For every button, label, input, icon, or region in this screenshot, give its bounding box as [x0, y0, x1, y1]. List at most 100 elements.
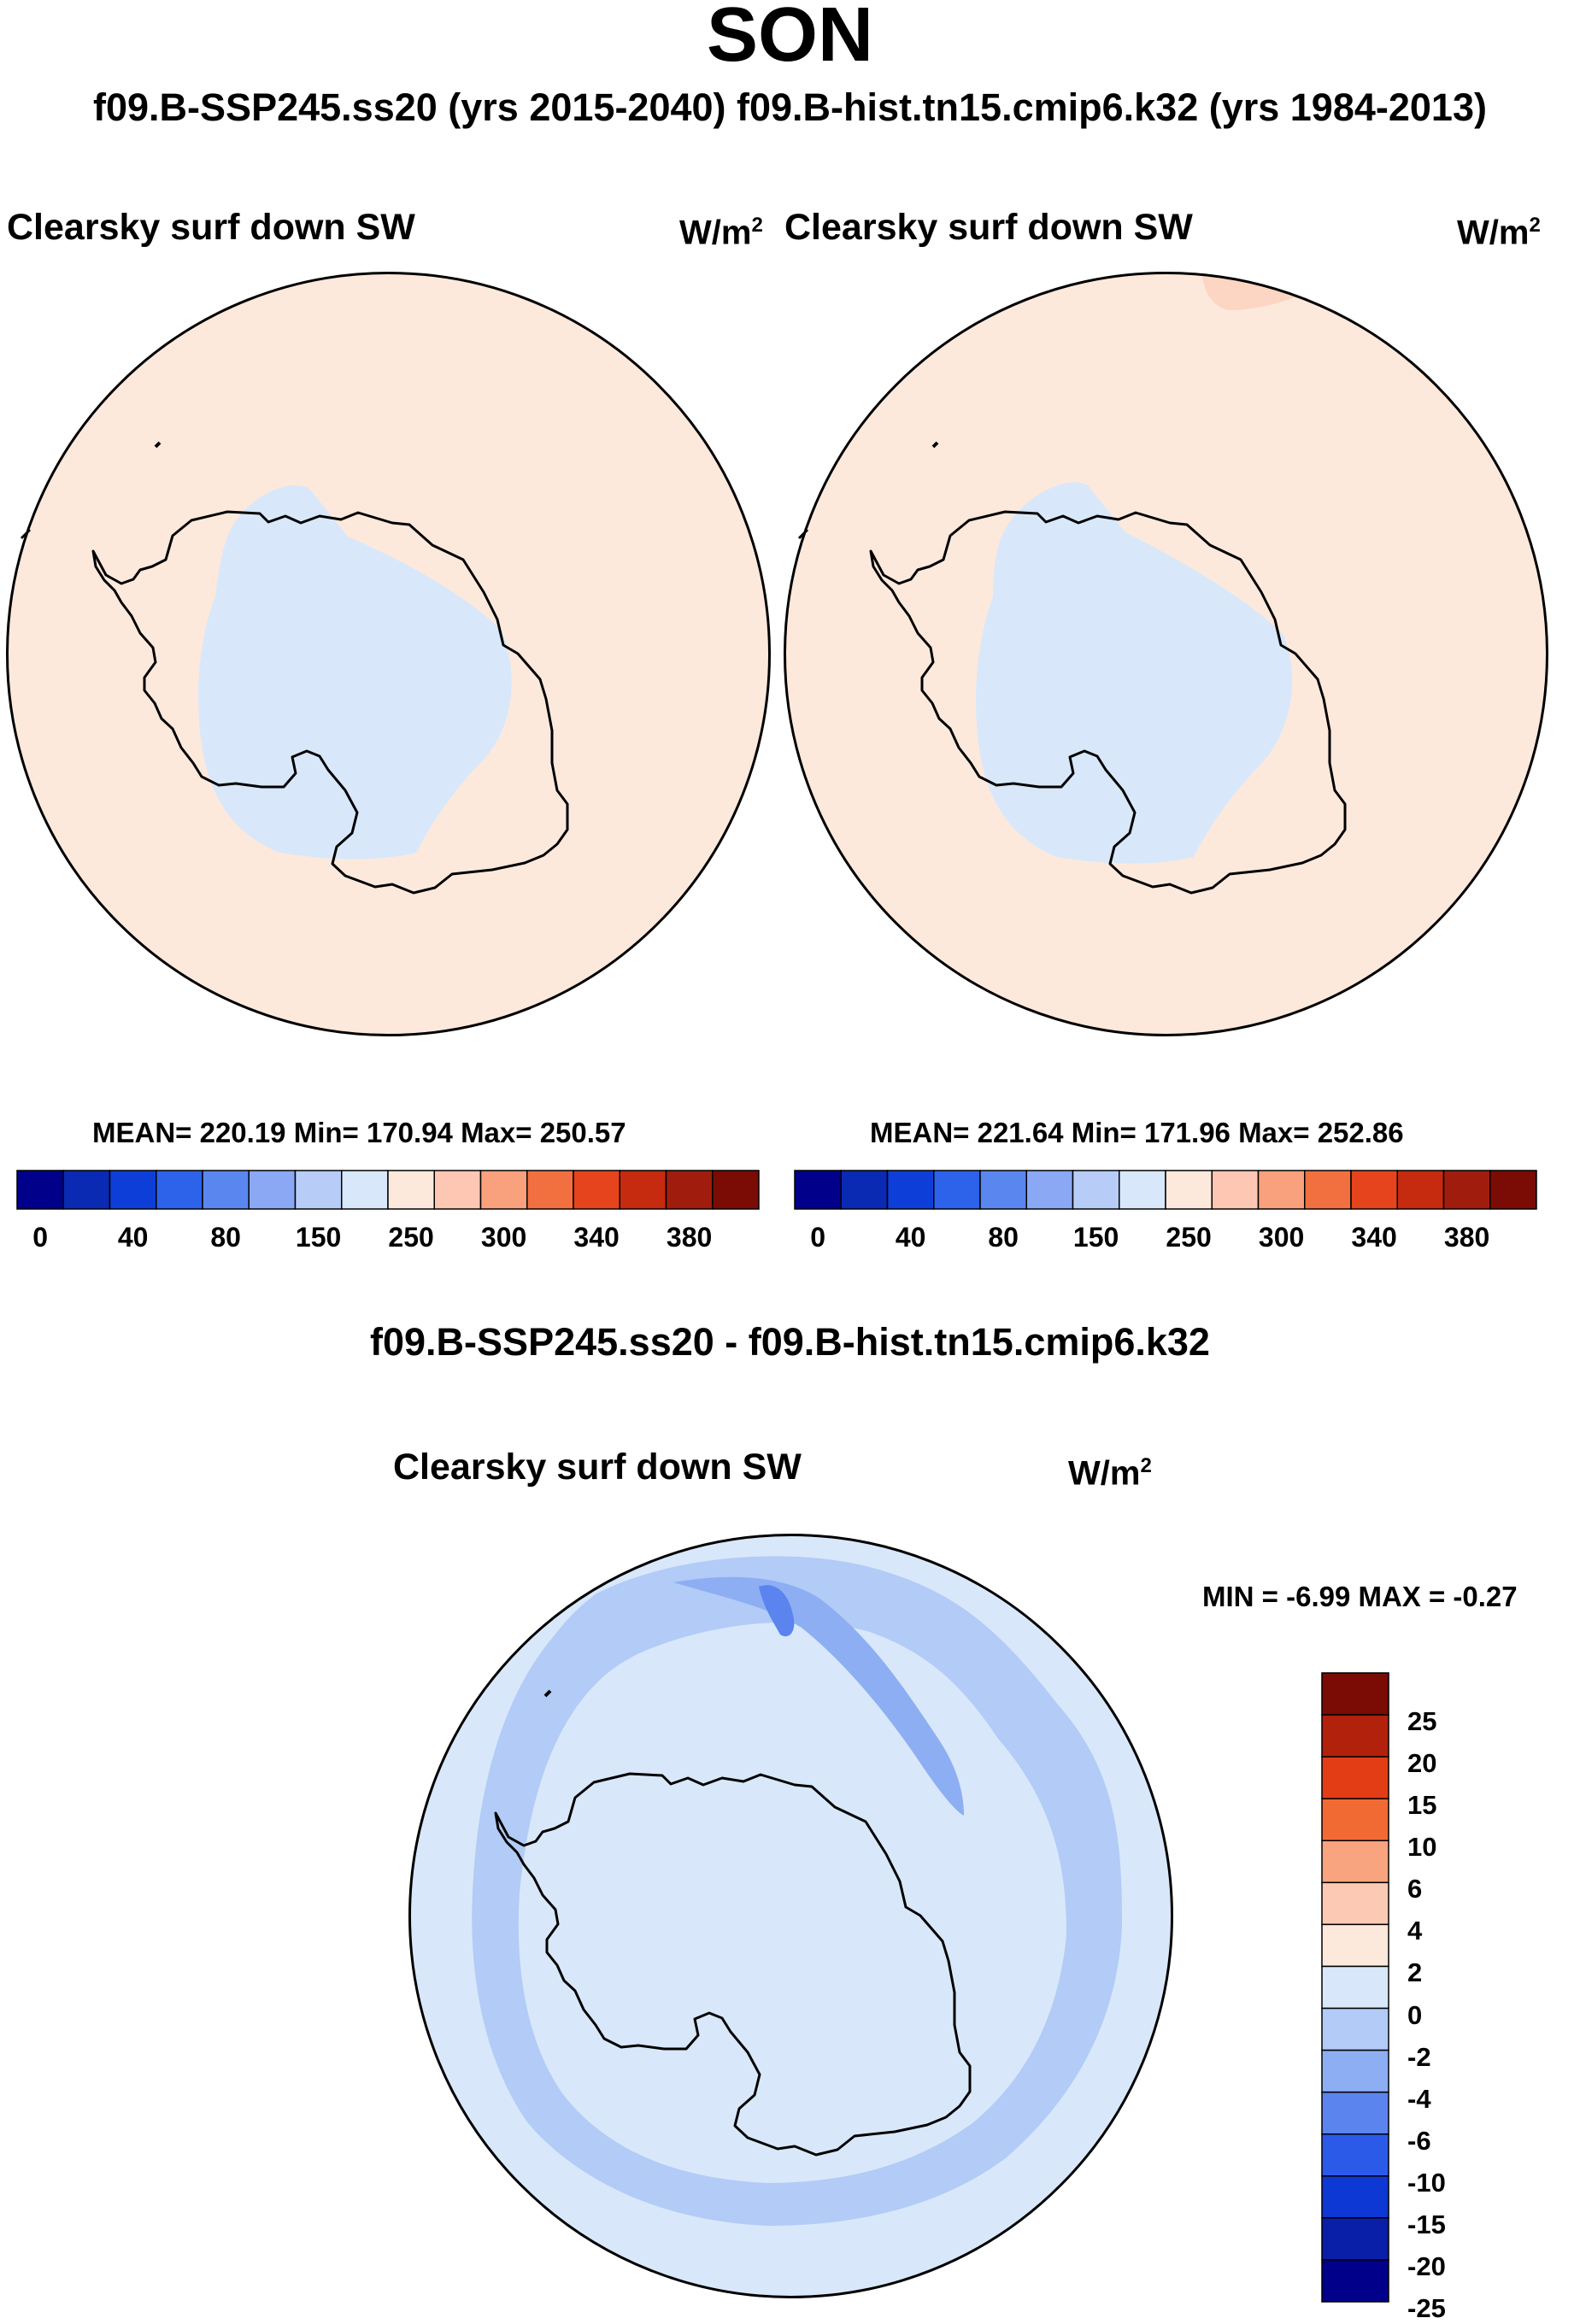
right-panel-stats: MEAN= 221.64 Min= 171.96 Max= 252.86: [870, 1117, 1404, 1148]
left-colorbar-swatch: [573, 1170, 620, 1210]
right-colorbar-tick-label: 0: [810, 1222, 826, 1253]
left-panel-stats: MEAN= 220.19 Min= 170.94 Max= 250.57: [92, 1117, 626, 1148]
left-colorbar-tick-label: 340: [573, 1222, 620, 1253]
diff-colorbar-tick-label: -2: [1407, 2041, 1431, 2072]
left-colorbar-swatch: [526, 1170, 574, 1210]
right-colorbar-swatch: [1442, 1170, 1491, 1210]
right-colorbar-swatch: [1304, 1170, 1352, 1210]
left-colorbar-tick-label: 250: [388, 1222, 434, 1253]
diff-panel-title: Clearsky surf down SW: [393, 1447, 802, 1488]
diff-colorbar-tick-label: -4: [1407, 2083, 1431, 2114]
left-colorbar-tick-label: 150: [295, 1222, 342, 1253]
diff-colorbar-swatch: [1321, 2259, 1389, 2303]
diff-colorbar-tick-label: 10: [1407, 1832, 1437, 1863]
diff-map-min-patch: [759, 1585, 795, 1637]
left-colorbar: [16, 1170, 760, 1210]
diff-minmax: MIN = -6.99 MAX = -0.27: [1202, 1581, 1518, 1612]
right-panel-units: W/m2: [1457, 214, 1541, 252]
right-colorbar-swatch: [1350, 1170, 1398, 1210]
diff-colorbar-swatch: [1321, 1714, 1389, 1758]
right-colorbar-tick-label: 80: [988, 1222, 1019, 1253]
right-colorbar-tick-label: 250: [1166, 1222, 1212, 1253]
left-panel-units: W/m2: [679, 214, 763, 252]
left-colorbar-swatch: [156, 1170, 203, 1210]
diff-colorbar-tick-label: 4: [1407, 1916, 1423, 1946]
diff-map-strong-band: [673, 1576, 964, 1816]
left-colorbar-swatch: [619, 1170, 667, 1210]
right-map-coast-fragment: [931, 441, 939, 449]
diff-colorbar-swatch: [1321, 1756, 1389, 1799]
left-colorbar-swatch: [387, 1170, 435, 1210]
left-colorbar-swatch: [712, 1170, 760, 1210]
left-colorbar-swatch: [294, 1170, 343, 1210]
diff-colorbar-swatch: [1321, 2175, 1389, 2219]
right-colorbar-swatch: [1489, 1170, 1537, 1210]
diff-colorbar-tick-label: -15: [1407, 2209, 1446, 2239]
left-colorbar-swatch: [16, 1170, 64, 1210]
right-colorbar-swatch: [1211, 1170, 1260, 1210]
figure-subtitle: f09.B-SSP245.ss20 (yrs 2015-2040) f09.B-…: [93, 85, 1487, 129]
diff-colorbar-tick-label: -20: [1407, 2251, 1446, 2281]
right-colorbar-tick-label: 40: [895, 1222, 926, 1253]
left-colorbar-swatch: [341, 1170, 389, 1210]
right-colorbar-swatch: [1257, 1170, 1306, 1210]
left-colorbar-swatch: [665, 1170, 714, 1210]
right-map-coast-fragment-2: [797, 528, 809, 540]
diff-colorbar-tick-label: 0: [1407, 1999, 1423, 2030]
diff-colorbar-swatch: [1321, 2133, 1389, 2177]
left-colorbar-swatch: [62, 1170, 111, 1210]
diff-colorbar-swatch: [1321, 1965, 1389, 2010]
diff-colorbar-swatch: [1321, 1672, 1389, 1716]
right-panel-title: Clearsky surf down SW: [784, 207, 1193, 248]
diff-colorbar-swatch: [1321, 2049, 1389, 2093]
diff-colorbar-tick-label: -6: [1407, 2125, 1431, 2156]
right-map-low-region: [976, 482, 1293, 864]
diff-colorbar-swatch: [1321, 1798, 1389, 1842]
right-map: [784, 272, 1548, 1036]
left-colorbar-swatch: [248, 1170, 297, 1210]
left-colorbar-swatch: [109, 1170, 157, 1210]
right-colorbar-swatch: [794, 1170, 842, 1210]
diff-title: f09.B-SSP245.ss20 - f09.B-hist.tn15.cmip…: [370, 1320, 1210, 1364]
diff-panel-units: W/m2: [1068, 1454, 1152, 1493]
right-colorbar-tick-label: 300: [1258, 1222, 1305, 1253]
right-colorbar-tick-label: 380: [1443, 1222, 1490, 1253]
diff-colorbar-tick-label: -10: [1407, 2167, 1446, 2198]
left-colorbar-tick-label: 300: [480, 1222, 527, 1253]
diff-colorbar: [1321, 1672, 1389, 2303]
diff-colorbar-tick-label: 2: [1407, 1957, 1423, 1988]
left-map-low-region: [198, 485, 512, 860]
right-colorbar: [794, 1170, 1537, 1210]
diff-colorbar-tick-label: 25: [1407, 1706, 1437, 1737]
diff-map-coast-fragment: [543, 1689, 552, 1698]
diff-colorbar-swatch: [1321, 1881, 1389, 1926]
diff-colorbar-tick-label: 15: [1407, 1790, 1437, 1821]
diff-map: [408, 1534, 1173, 2298]
right-colorbar-swatch: [1396, 1170, 1445, 1210]
right-colorbar-swatch: [979, 1170, 1027, 1210]
diff-colorbar-swatch: [1321, 2091, 1389, 2135]
right-colorbar-tick-label: 340: [1351, 1222, 1397, 1253]
left-colorbar-tick-label: 0: [32, 1222, 49, 1253]
right-colorbar-swatch: [1072, 1170, 1120, 1210]
diff-colorbar-swatch: [1321, 2007, 1389, 2051]
right-colorbar-tick-label: 150: [1072, 1222, 1119, 1253]
left-map-coast-fragment: [154, 441, 162, 449]
diff-colorbar-tick-label: 20: [1407, 1748, 1437, 1779]
right-colorbar-swatch: [1119, 1170, 1166, 1210]
right-colorbar-swatch: [1165, 1170, 1213, 1210]
diff-colorbar-swatch: [1321, 2217, 1389, 2261]
left-colorbar-tick-label: 80: [210, 1222, 241, 1253]
right-colorbar-swatch: [840, 1170, 889, 1210]
left-panel-title: Clearsky surf down SW: [7, 207, 415, 248]
season-title: SON: [706, 0, 874, 78]
left-colorbar-swatch: [433, 1170, 482, 1210]
left-map: [6, 272, 771, 1036]
right-colorbar-swatch: [933, 1170, 981, 1210]
right-colorbar-swatch: [886, 1170, 935, 1210]
diff-colorbar-tick-label: -25: [1407, 2293, 1446, 2323]
left-colorbar-swatch: [479, 1170, 528, 1210]
diff-colorbar-swatch: [1321, 1840, 1389, 1884]
diff-colorbar-swatch: [1321, 1923, 1389, 1968]
left-colorbar-tick-label: 380: [666, 1222, 713, 1253]
